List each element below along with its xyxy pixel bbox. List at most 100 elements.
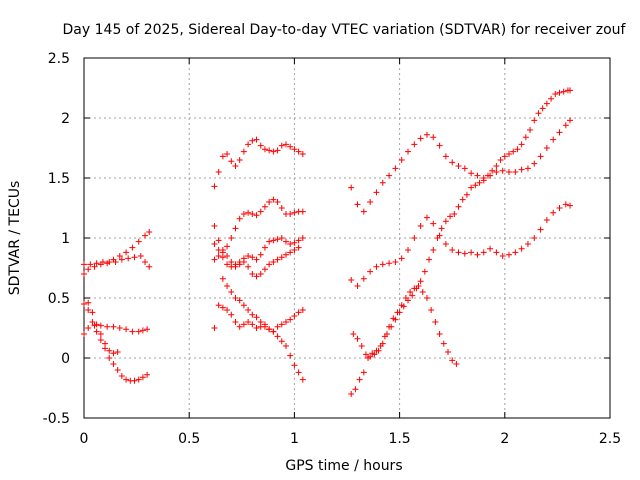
data-point [411,141,418,148]
data-point [114,367,121,373]
data-point [291,209,298,216]
data-point [219,304,226,311]
data-point [510,148,517,155]
data-point [211,223,218,229]
data-point [215,253,222,259]
y-tick-label: 0 [61,351,70,367]
x-tick-label: 0.5 [178,431,200,447]
data-point [379,179,386,186]
axis-ticks: 0 0.5 1 1.5 2 2.5 -0.5 0 0.5 1 1.5 2 2.5 [43,51,621,447]
data-point [224,243,231,250]
data-point [99,259,106,265]
data-point [253,314,260,321]
data-point [245,263,252,270]
data-point [405,247,412,253]
data-point [240,211,247,217]
data-point [527,127,534,133]
data-point [493,163,500,169]
data-point [348,391,355,397]
data-point [447,213,454,220]
data-point [539,105,546,112]
data-point [236,215,243,222]
data-point [144,326,151,333]
data-point [484,172,491,179]
data-point [245,253,252,259]
series-track-m [348,201,574,289]
data-point [93,260,100,267]
data-point [436,331,443,337]
data-point [228,311,235,318]
y-tick-label: -0.5 [43,411,70,427]
data-point [129,244,136,251]
series-track-d [81,322,151,337]
data-point [299,376,306,383]
data-point [211,183,218,190]
data-point [139,374,146,381]
data-point [85,325,92,331]
data-point [274,333,281,340]
data-point [257,142,264,149]
data-point [379,340,386,347]
data-point [386,172,393,179]
data-point [253,256,260,263]
data-point [287,143,294,150]
data-point [270,259,277,265]
data-point [489,167,496,174]
data-point [506,169,513,175]
data-point [556,205,563,211]
data-point [449,247,456,253]
data-point [440,340,447,347]
data-point [480,249,487,256]
data-point [299,307,306,313]
data-point [350,331,357,337]
data-point [442,218,449,225]
data-point [430,134,437,141]
data-point [299,208,306,215]
data-point [266,199,273,205]
data-point [386,260,393,267]
data-point [236,323,243,330]
data-point [131,377,138,384]
data-point [142,259,149,265]
data-point [295,244,302,251]
data-point [123,249,130,256]
data-point [89,309,96,316]
data-point [474,251,481,258]
data-point [249,254,256,261]
data-point [550,136,557,143]
data-point [116,325,123,331]
data-point [518,141,525,148]
data-point [421,268,428,275]
x-tick-label: 0 [80,431,89,447]
data-point [449,159,456,166]
data-point [423,131,430,138]
data-point [295,237,302,244]
data-point [356,376,363,383]
data-point [560,88,567,95]
data-point [367,199,374,205]
data-point [240,321,247,328]
data-point [266,147,273,154]
data-point [93,321,100,328]
data-point [348,277,355,283]
data-point [379,261,386,268]
data-point [215,247,222,253]
data-point [110,350,117,357]
data-point [249,311,256,318]
data-point [224,253,231,259]
data-point [215,169,222,175]
data-point [295,369,302,376]
data-point [274,199,281,205]
series-track-k [219,275,306,383]
data-point [232,295,239,301]
data-point [228,235,235,241]
data-point [240,259,247,265]
data-point [537,226,544,233]
data-point [232,225,239,232]
data-point [236,157,243,163]
data-point [211,325,218,331]
data-point [97,322,104,329]
data-point [506,151,513,157]
data-point [270,328,277,335]
